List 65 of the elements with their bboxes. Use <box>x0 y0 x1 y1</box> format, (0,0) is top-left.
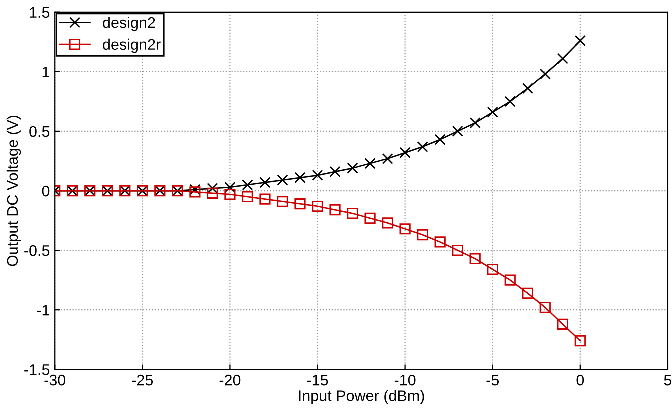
y-tick-label: -1.5 <box>24 364 50 376</box>
x-tick-label: 5 <box>664 375 672 386</box>
point <box>364 158 376 170</box>
point <box>522 83 534 94</box>
point <box>277 174 288 186</box>
x-tick-label: -20 <box>220 374 241 386</box>
point <box>330 204 341 216</box>
point <box>382 153 394 164</box>
point <box>312 170 324 182</box>
point <box>487 264 498 276</box>
x-tick-label: 0 <box>576 374 584 386</box>
point <box>400 224 411 235</box>
point <box>470 253 481 264</box>
point <box>417 230 428 241</box>
point <box>260 194 271 205</box>
point <box>434 134 446 146</box>
x-tick-label: -5 <box>486 375 500 386</box>
y-tick-label: 0.5 <box>30 126 50 138</box>
y-tick-label: -0.5 <box>24 245 50 256</box>
point <box>207 188 218 199</box>
point <box>452 126 464 138</box>
x-tick-label: -10 <box>394 374 416 386</box>
point <box>260 177 271 188</box>
point <box>224 182 236 193</box>
y-tick-label: 1 <box>42 66 50 78</box>
y-tick-label: 1.5 <box>30 7 50 18</box>
point <box>434 236 446 248</box>
x-axis-title: Input Power (dBm) <box>299 390 424 404</box>
point <box>557 53 568 64</box>
point <box>487 106 498 118</box>
point <box>504 274 516 286</box>
point <box>400 147 411 158</box>
point <box>294 172 306 184</box>
point <box>364 212 376 224</box>
point <box>470 118 481 129</box>
legend-label: design2 <box>103 16 156 32</box>
point <box>574 336 586 347</box>
point <box>452 244 464 256</box>
y-tick-label: -1 <box>37 305 50 316</box>
point <box>277 196 288 208</box>
point <box>522 288 534 299</box>
point <box>540 302 551 314</box>
point <box>242 180 254 191</box>
point <box>417 141 428 153</box>
point <box>557 318 568 330</box>
x-tick-label: -30 <box>44 374 66 386</box>
point <box>382 218 394 229</box>
point <box>540 68 551 80</box>
point <box>207 183 218 194</box>
point <box>190 186 201 198</box>
y-tick-label: 0 <box>42 186 50 197</box>
point <box>294 198 306 210</box>
legend-label: design2r <box>103 38 161 54</box>
x-tick-label: -15 <box>307 375 328 386</box>
x-tick-label: -25 <box>132 374 154 386</box>
point <box>574 35 586 47</box>
point <box>347 162 358 174</box>
point <box>190 184 201 196</box>
point <box>504 96 516 108</box>
point <box>330 166 341 178</box>
y-axis-title: Output DC Voltage (V) <box>6 116 22 266</box>
point <box>347 208 358 220</box>
point <box>224 189 236 200</box>
point <box>312 200 324 212</box>
point <box>242 191 254 203</box>
